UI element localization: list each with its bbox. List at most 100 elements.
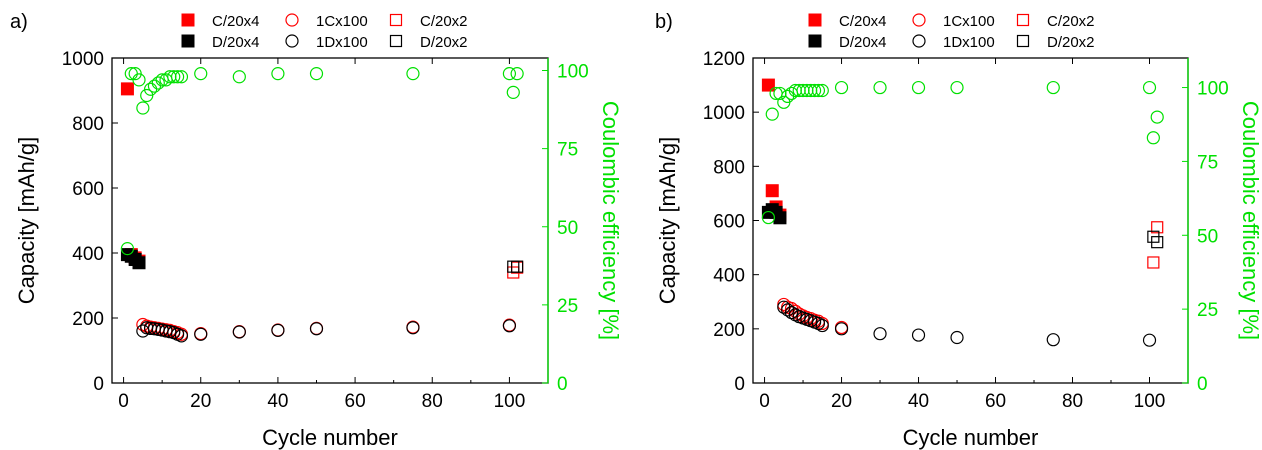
x-tick-label: 0 <box>118 391 129 412</box>
plot-frame <box>752 57 1189 384</box>
series-c-20x2 <box>507 261 524 279</box>
legend-label: D/20x4 <box>839 34 887 51</box>
data-point <box>151 76 165 90</box>
data-point <box>815 83 829 98</box>
y2-tick-label: 0 <box>1197 374 1208 395</box>
legend: C/20x4 1Cx100 C/20x2 D/20x4 1Dx100 D/20x2 <box>181 13 468 51</box>
legend-label: D/20x2 <box>1047 34 1095 51</box>
data-point <box>784 86 799 101</box>
data-point <box>167 70 181 84</box>
y-tick-label: 1000 <box>62 49 104 70</box>
series-d-20x4 <box>761 203 787 225</box>
chart-panel-b: b)0 20 40 60 80 10002004006008001000120002550… <box>655 11 1262 450</box>
legend-marker <box>285 13 299 27</box>
chart-panel-a: a)0 20 40 60 80 10002004006008001000025507510… <box>10 11 623 450</box>
data-point <box>807 83 822 98</box>
legend-marker <box>912 34 926 48</box>
data-point <box>950 80 964 95</box>
data-point <box>140 88 154 103</box>
data-point <box>194 327 208 341</box>
legend-marker <box>1016 34 1030 48</box>
data-point <box>811 83 826 98</box>
data-point <box>1142 80 1157 95</box>
y2-tick-label: 50 <box>1197 226 1218 247</box>
data-point <box>132 256 146 270</box>
x-tick-label: 100 <box>1134 391 1166 412</box>
data-point <box>781 303 795 317</box>
data-point <box>1150 110 1164 124</box>
legend-label: D/20x2 <box>420 34 468 51</box>
data-point <box>765 107 779 121</box>
data-point <box>147 79 162 93</box>
panel-label: b) <box>655 11 673 33</box>
x-axis-title: Cycle number <box>903 425 1039 450</box>
data-point <box>309 322 324 336</box>
legend-marker <box>808 34 822 48</box>
y2-tick-label: 100 <box>557 62 589 83</box>
data-point <box>132 73 146 87</box>
data-point <box>761 78 775 92</box>
legend-label: C/20x4 <box>212 13 260 30</box>
data-point <box>174 329 189 343</box>
data-point <box>1142 333 1157 347</box>
data-point <box>834 322 849 336</box>
data-point <box>834 80 849 95</box>
y2-tick-label: 25 <box>557 296 578 317</box>
data-point <box>873 327 887 341</box>
data-point <box>1046 80 1060 95</box>
series-c-20x2 <box>1147 221 1164 269</box>
data-point <box>120 82 134 96</box>
y-tick-label: 0 <box>734 374 745 395</box>
x-tick-label: 40 <box>908 391 929 412</box>
y-tick-label: 600 <box>72 179 104 200</box>
data-point <box>1151 236 1164 249</box>
y-tick-label: 400 <box>713 266 745 287</box>
data-point <box>406 321 420 335</box>
y2-tick-label: 75 <box>1197 152 1218 173</box>
legend-label: 1Dx100 <box>316 34 368 51</box>
data-point <box>765 184 779 198</box>
series-d-20x2 <box>507 260 524 273</box>
data-point <box>873 80 887 95</box>
data-point <box>128 67 142 81</box>
data-point <box>911 80 926 95</box>
y-tick-label: 800 <box>713 157 745 178</box>
legend-label: 1Cx100 <box>943 13 995 30</box>
legend-label: C/20x2 <box>420 13 468 30</box>
series-d-20x4 <box>120 248 146 270</box>
series-d-20x2 <box>1147 230 1164 249</box>
data-point <box>271 323 285 337</box>
x-tick-label: 20 <box>190 391 211 412</box>
y-tick-label: 600 <box>713 212 745 233</box>
legend-label: C/20x2 <box>1047 13 1095 30</box>
data-point <box>194 67 208 81</box>
series-coulombic-efficiency <box>120 67 524 256</box>
data-point <box>174 70 189 84</box>
y-tick-label: 200 <box>713 320 745 341</box>
data-point <box>1147 256 1160 269</box>
data-point <box>815 318 829 333</box>
data-point <box>1046 333 1060 347</box>
legend-label: 1Cx100 <box>316 13 368 30</box>
data-point <box>136 101 150 115</box>
data-point <box>170 70 185 84</box>
legend-label: C/20x4 <box>839 13 887 30</box>
plot-frame <box>111 57 549 384</box>
y-tick-label: 800 <box>72 114 104 135</box>
y2-tick-label: 25 <box>1197 300 1218 321</box>
y-tick-label: 1200 <box>703 49 745 70</box>
y-axis-title: Capacity [mAh/g] <box>14 137 39 305</box>
series-1cx100 <box>136 317 517 341</box>
data-point <box>309 67 324 81</box>
data-point <box>506 85 520 99</box>
x-tick-label: 80 <box>1062 391 1083 412</box>
legend-marker <box>389 13 403 27</box>
x-tick-label: 60 <box>985 391 1006 412</box>
legend-label: 1Dx100 <box>943 34 995 51</box>
data-point <box>1151 221 1164 234</box>
data-point <box>232 70 246 84</box>
legend-marker <box>389 34 403 48</box>
series-1dx100 <box>777 300 1157 347</box>
y2-tick-label: 50 <box>557 218 578 239</box>
